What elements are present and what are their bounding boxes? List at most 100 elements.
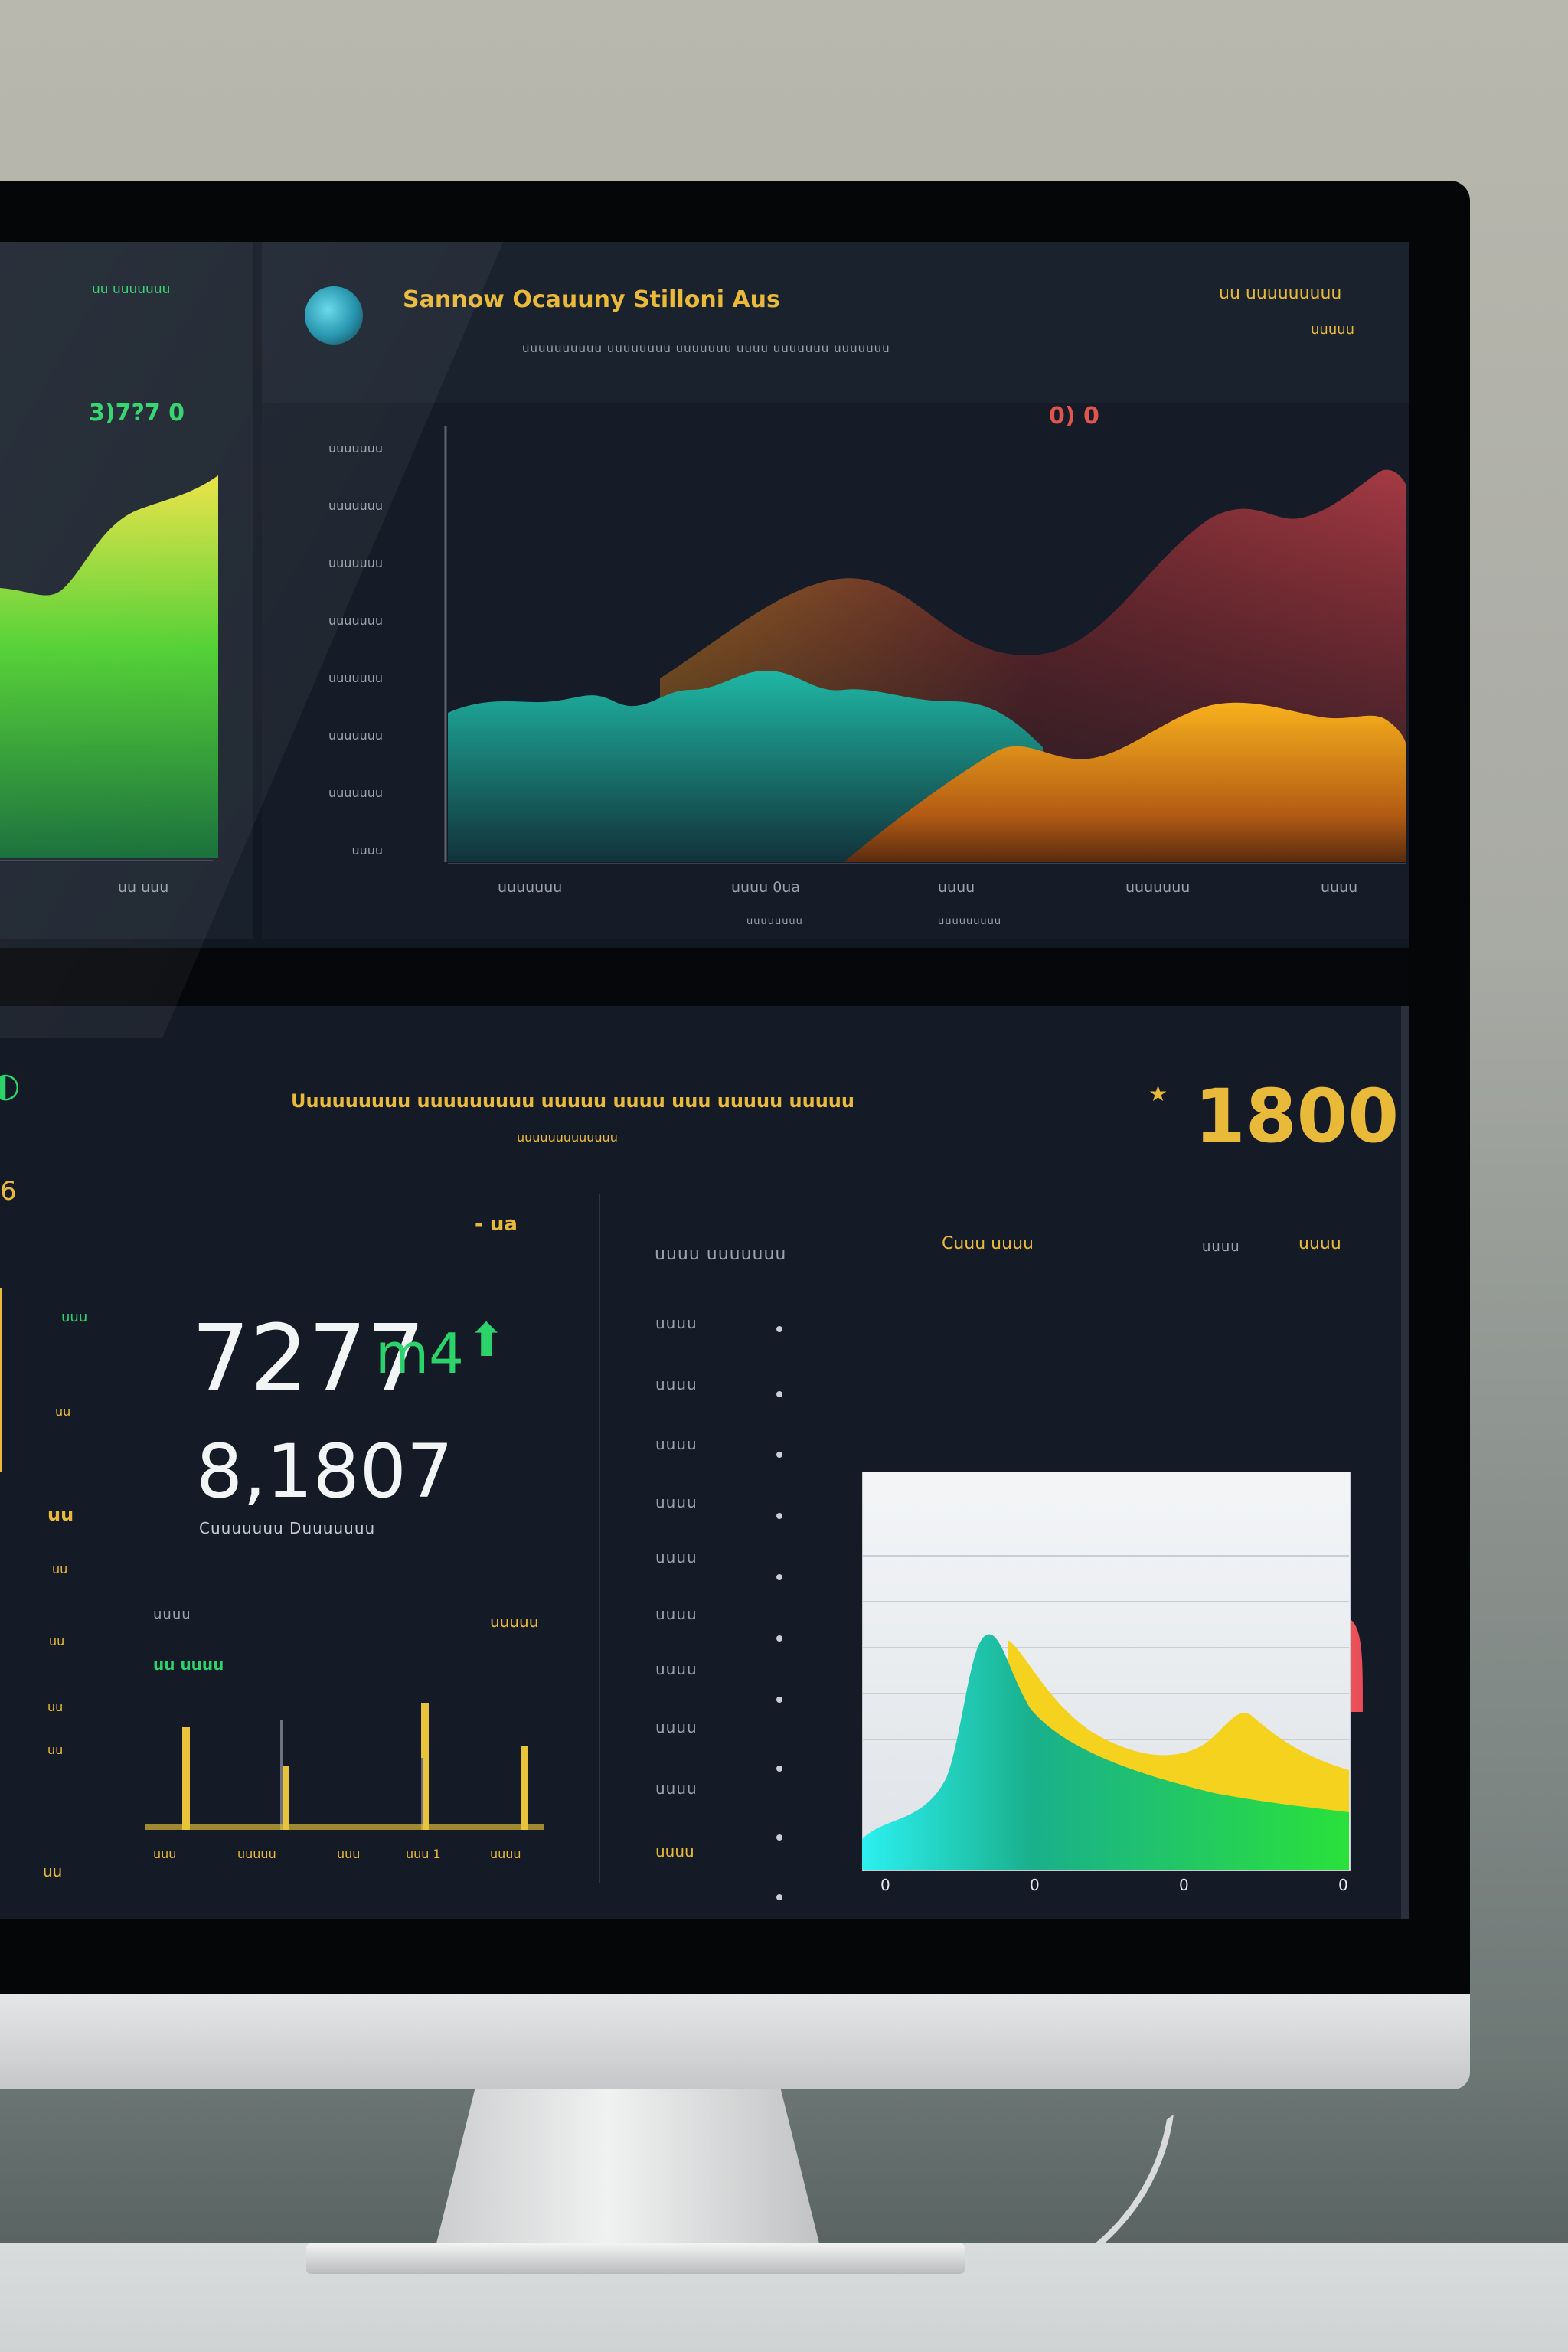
axis-dot xyxy=(776,1834,782,1841)
bar-x-label: uuu xyxy=(153,1847,177,1861)
left-area-series xyxy=(0,475,218,858)
chart-header-left: uuuu uuuuuuu xyxy=(655,1245,787,1264)
main-area-chart xyxy=(444,426,1406,864)
axis-dot xyxy=(776,1635,782,1642)
bar-x-label: uuu xyxy=(337,1847,361,1861)
y-label: uuuuuuu xyxy=(328,441,383,456)
y-label: uuuuuuu xyxy=(328,498,383,513)
small-bar-chart xyxy=(145,1703,544,1830)
x-tick: 0 xyxy=(1179,1876,1190,1894)
bar-x-label: uuu 1 xyxy=(406,1847,441,1861)
bar xyxy=(521,1746,528,1830)
axis-dot xyxy=(776,1894,782,1900)
area-series-orange xyxy=(844,702,1406,862)
trend-up-icon: ⬆ xyxy=(467,1314,506,1367)
monitor-stand xyxy=(429,2082,827,2274)
left-marker: 6 xyxy=(0,1176,17,1207)
y-label: uuuuuuu xyxy=(328,728,383,743)
x-tick: 0 xyxy=(1338,1876,1349,1894)
y-label: uuuu xyxy=(351,843,383,858)
kpi-small-right: uuuuu xyxy=(490,1612,539,1631)
status-indicator-icon: ◐ xyxy=(0,1066,21,1105)
circle-logo-icon xyxy=(305,286,363,345)
y-label: uuuu xyxy=(655,1605,697,1623)
left-area-chart xyxy=(0,475,218,861)
y-label: uuuu xyxy=(655,1779,697,1798)
bar xyxy=(421,1703,429,1830)
side-tick: uu xyxy=(52,1562,68,1576)
kpi-caption: Cuuuuuuu Duuuuuuu xyxy=(199,1519,376,1537)
kpi-label-right: - ua xyxy=(475,1213,518,1236)
axis-dot xyxy=(776,1766,782,1772)
x-tick: 0 xyxy=(880,1876,891,1894)
bar-baseline xyxy=(145,1824,544,1830)
x-sublabel: uuuuuuuu xyxy=(746,916,803,927)
axis-dot xyxy=(776,1326,782,1332)
side-tick: uuu xyxy=(61,1309,88,1325)
side-tick: uu xyxy=(47,1700,64,1714)
x-label: uuuu 0ua xyxy=(731,879,800,896)
side-bottom-label: uu xyxy=(43,1862,63,1880)
side-tick: uu xyxy=(49,1634,65,1648)
header-right-label: uu uuuuuuuuu xyxy=(1219,284,1342,303)
monitor-stand-base xyxy=(306,2243,965,2274)
bottom-subheadline: uuuuuuuuuuuuu xyxy=(517,1130,618,1145)
bar-x-label: uuuuu xyxy=(237,1847,276,1861)
left-x-label: uu uuu xyxy=(118,879,169,896)
star-icon: ★ xyxy=(1148,1081,1168,1106)
bar xyxy=(182,1727,190,1830)
monitor-chin xyxy=(0,1994,1470,2089)
y-label: uuuu xyxy=(655,1435,697,1453)
x-label: uuuu xyxy=(1321,879,1358,896)
bottom-divider xyxy=(599,1194,600,1883)
kpi-small-left: uuuu xyxy=(153,1606,191,1622)
axis-dot xyxy=(776,1574,782,1580)
area-chart-corner-value: 0) 0 xyxy=(1049,403,1099,430)
big-value: 1800 xyxy=(1194,1073,1400,1159)
axis-dot xyxy=(776,1697,782,1703)
bar xyxy=(421,1758,423,1830)
y-label: uuuu xyxy=(655,1718,697,1736)
screen-divider xyxy=(0,948,1409,1006)
axis-dot xyxy=(776,1513,782,1519)
chart-header-center: Cuuu uuuu xyxy=(942,1234,1034,1253)
axis-dot xyxy=(776,1452,782,1458)
y-axis-dots xyxy=(776,1326,782,1900)
kpi-primary: 7277 xyxy=(191,1306,426,1413)
y-label: uuuuuuu xyxy=(328,786,383,800)
dashboard-header: Sannow Ocauuny Stilloni Aus uuuuuuuuuu u… xyxy=(262,242,1409,403)
bar xyxy=(280,1720,283,1830)
bars-label: uu uuuu xyxy=(153,1655,224,1674)
x-label: uuuu xyxy=(938,879,975,896)
y-label: uuuu xyxy=(655,1314,697,1332)
bottom-headline: Uuuuuuuuu uuuuuuuuu uuuuu uuuu uuu uuuuu… xyxy=(291,1090,854,1112)
peak-series-green xyxy=(862,1634,1349,1870)
y-label: uuuu xyxy=(655,1660,697,1678)
chart-header-right-dim: uuuu xyxy=(1202,1239,1240,1255)
side-bracket xyxy=(0,1288,13,1472)
kpi-primary-suffix: m4 xyxy=(375,1321,464,1386)
y-label: uuuuuuu xyxy=(328,613,383,628)
peak-area-chart xyxy=(862,1555,1349,1870)
x-label: uuuuuuu xyxy=(498,879,563,896)
y-label: uuuuuuu xyxy=(328,556,383,570)
side-tick: uu xyxy=(47,1743,64,1757)
x-sublabel: uuuuuuuuu xyxy=(938,916,1002,927)
y-label: uuuu xyxy=(655,1493,697,1511)
x-label: uuuuuuu xyxy=(1125,879,1191,896)
bar xyxy=(283,1766,289,1830)
y-label: uuuuuuu xyxy=(328,671,383,685)
left-panel-title: uu uuuuuuu xyxy=(92,282,171,297)
kpi-secondary: 8,1807 xyxy=(196,1429,453,1514)
area-series-teal xyxy=(448,671,1043,862)
y-label: uuuu xyxy=(655,1375,697,1393)
right-edge-stripe xyxy=(1401,1006,1409,1919)
left-metric-panel: uu uuuuuuu 3)7?7 0 uu uuu xyxy=(0,242,253,939)
header-right-sublabel: uuuuu xyxy=(1311,322,1355,338)
bar-x-label: uuuu xyxy=(490,1847,521,1861)
x-tick: 0 xyxy=(1030,1876,1040,1894)
dashboard-title: Sannow Ocauuny Stilloni Aus xyxy=(403,286,780,313)
monitor-screen: uu uuuuuuu 3)7?7 0 uu uuu Sannow Ocauuny… xyxy=(0,242,1409,1919)
side-tick: uu xyxy=(55,1404,71,1419)
side-tick: uu xyxy=(47,1504,74,1525)
